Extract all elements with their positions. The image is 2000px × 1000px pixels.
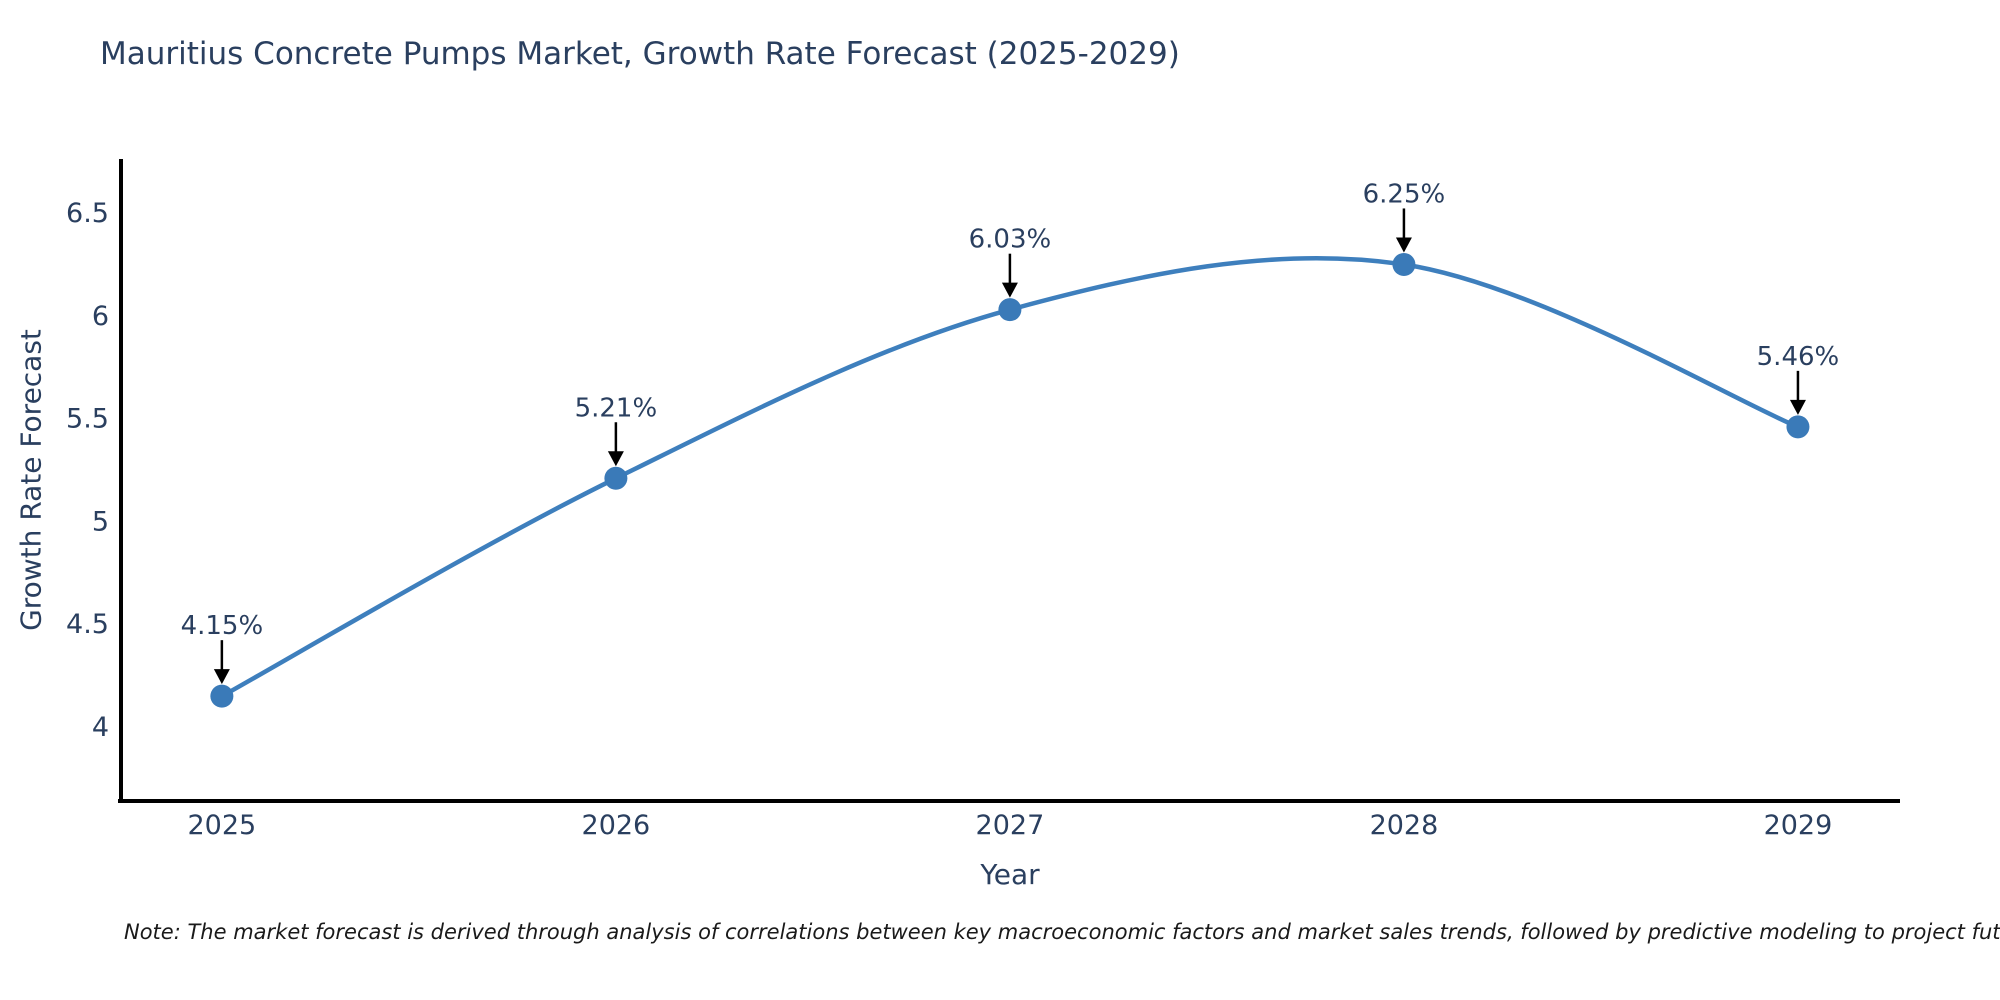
y-tick-label: 4.5 (66, 609, 109, 640)
x-tick-label: 2025 (188, 810, 257, 841)
forecast-line (219, 255, 1801, 699)
annotation-arrow-head (1395, 237, 1412, 253)
annotation-arrow-head (1001, 282, 1018, 298)
annotation-label: 4.15% (181, 611, 264, 641)
chart-title: Mauritius Concrete Pumps Market, Growth … (100, 36, 1180, 72)
data-point-marker[interactable] (998, 298, 1022, 322)
x-tick-label: 2028 (1370, 810, 1439, 841)
annotation-label: 5.46% (1757, 342, 1840, 372)
y-tick-label: 5 (92, 506, 109, 537)
y-tick-label: 6.5 (66, 198, 109, 229)
data-point-marker[interactable] (604, 466, 628, 490)
x-tick-label: 2027 (976, 810, 1045, 841)
y-tick-label: 5.5 (66, 404, 109, 435)
data-point-marker[interactable] (1392, 252, 1416, 276)
annotation-label: 6.03% (969, 225, 1052, 255)
data-point-marker[interactable] (210, 684, 234, 708)
y-tick-label: 6 (92, 301, 109, 332)
annotation-label: 5.21% (575, 393, 658, 423)
annotation-arrow-head (1789, 399, 1806, 415)
x-tick-label: 2026 (582, 810, 651, 841)
annotation-arrow-head (607, 451, 624, 467)
footnote: Note: The market forecast is derived thr… (124, 920, 2000, 944)
data-point-marker[interactable] (1786, 415, 1810, 439)
annotation-arrow-head (213, 669, 230, 685)
y-tick-label: 4 (92, 712, 109, 743)
annotation-label: 6.25% (1363, 179, 1446, 209)
x-axis-title: Year (980, 858, 1040, 891)
x-tick-label: 2029 (1764, 810, 1833, 841)
